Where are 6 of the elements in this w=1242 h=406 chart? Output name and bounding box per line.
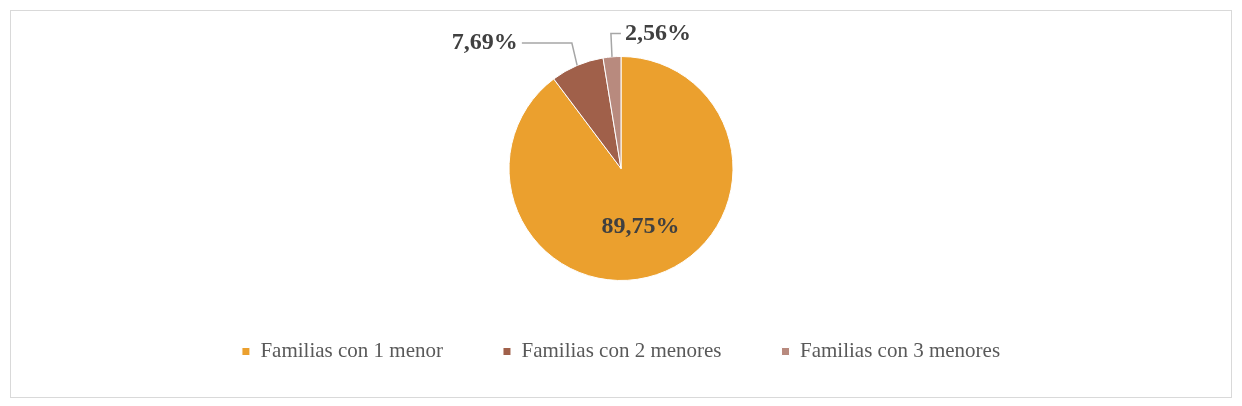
legend-label: Familias con 3 menores bbox=[800, 338, 1001, 363]
data-label: 89,75% bbox=[601, 212, 680, 239]
legend-label: Familias con 2 menores bbox=[521, 338, 722, 363]
legend-label: Familias con 1 menor bbox=[260, 338, 443, 363]
data-label: 7,69% bbox=[451, 28, 518, 55]
data-label: 2,56% bbox=[624, 18, 691, 45]
